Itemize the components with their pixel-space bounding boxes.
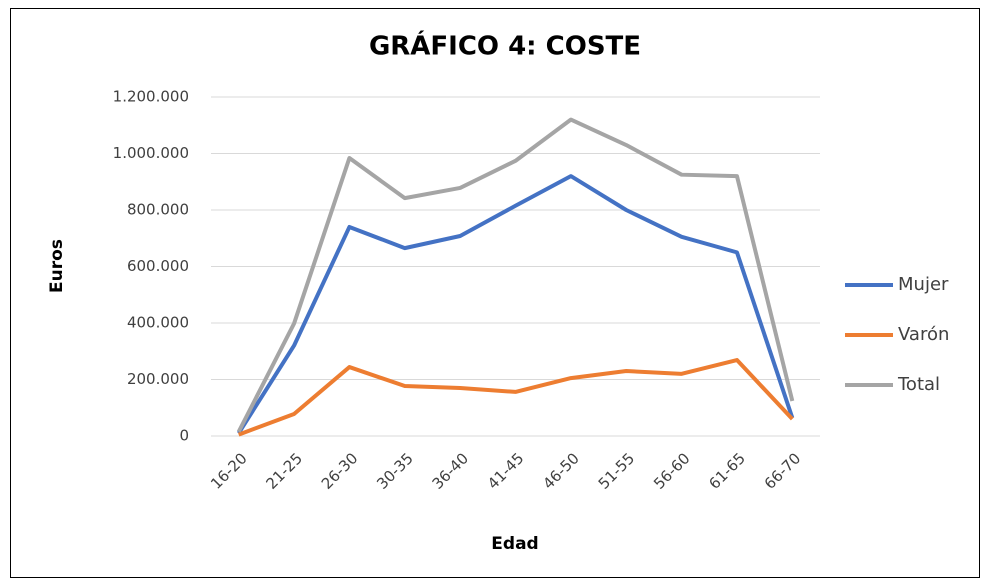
- legend-label: Total: [897, 374, 940, 395]
- chart-title: GRÁFICO 4: COSTE: [369, 30, 641, 62]
- line-series: [236, 174, 795, 435]
- y-tick-label: 400.000: [127, 314, 189, 332]
- x-axis-label: Edad: [491, 534, 538, 554]
- line-series: [236, 117, 795, 433]
- chart-frame: [10, 8, 980, 578]
- y-axis-label: Euros: [47, 239, 67, 293]
- legend-label: Varón: [898, 324, 949, 345]
- line-series: [237, 358, 794, 437]
- y-tick-label: 200.000: [127, 370, 189, 388]
- y-tick-label: 600.000: [127, 257, 189, 275]
- legend-label: Mujer: [898, 274, 949, 295]
- y-tick-label: 800.000: [127, 201, 189, 219]
- y-tick-label: 0: [179, 427, 189, 445]
- y-tick-label: 1.200.000: [113, 88, 189, 106]
- y-tick-label: 1.000.000: [113, 144, 189, 162]
